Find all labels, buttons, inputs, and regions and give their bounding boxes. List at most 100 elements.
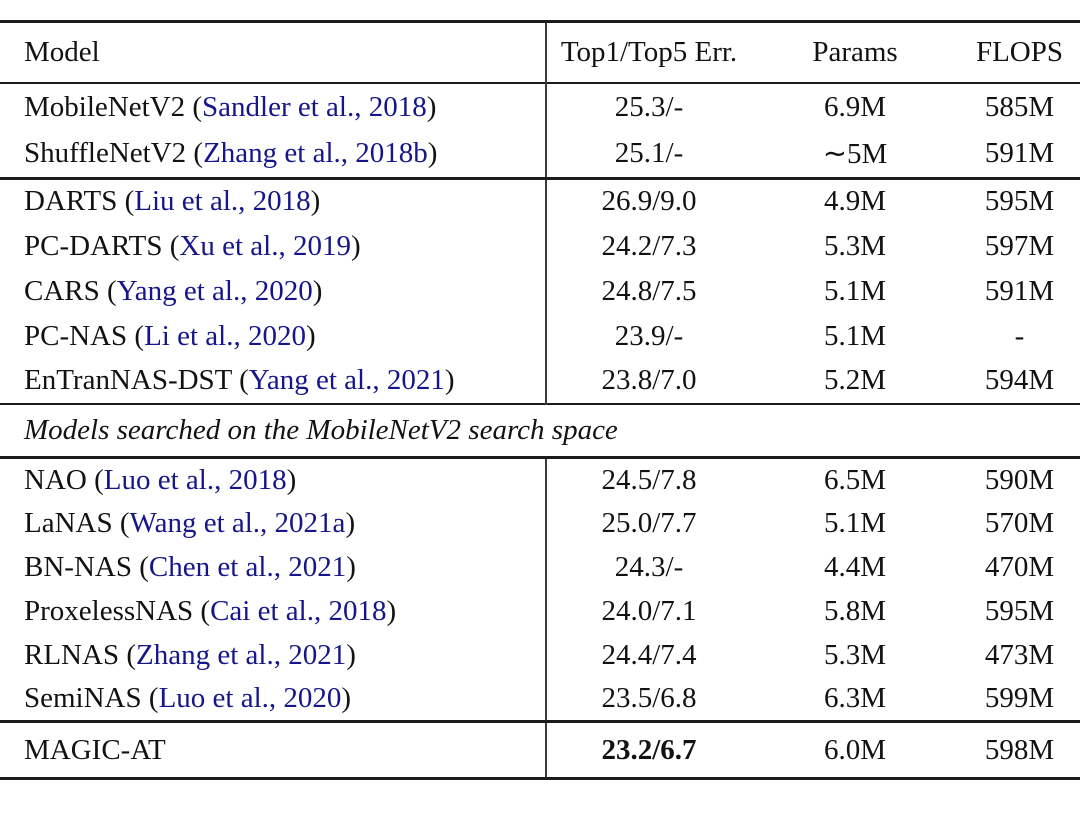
flops-cell: 585M <box>984 90 1055 123</box>
top1top5-cell: 24.5/7.8 <box>601 463 697 496</box>
table-group-1: DARTS (Liu et al., 2018) 26.9/9.0 4.9M 595M… <box>0 178 1080 404</box>
citation-link[interactable]: Zhang et al., 2021 <box>136 639 347 671</box>
flops-cell: 598M <box>984 733 1055 766</box>
table-row: BN-NAS (Chen et al., 2021) 24.3/- 4.4M 470M <box>0 545 1080 590</box>
flops-cell: 599M <box>984 682 1055 715</box>
citation-link[interactable]: Luo et al., 2020 <box>158 682 342 715</box>
params-cell: 4.9M <box>823 185 887 218</box>
table-row: PC-DARTS (Xu et al., 2019) 24.2/7.3 5.3M 59… <box>0 223 1080 269</box>
model-cell: BN-NAS (Chen et al., 2021) <box>0 545 547 590</box>
model-name: PC-DARTS <box>24 229 163 262</box>
paper-results-table-page: Model Top1/Top5 Err. Params FLOPS Mobile… <box>0 20 1080 780</box>
model-name: ProxelessNAS <box>24 595 194 627</box>
model-cell: MAGIC-AT <box>0 721 547 779</box>
model-name: LaNAS <box>24 507 113 539</box>
top1top5-cell: 24.0/7.1 <box>601 595 697 627</box>
model-name: MobileNetV2 <box>24 90 186 123</box>
top1top5-cell: 26.9/9.0 <box>601 185 697 218</box>
params-cell: ∼5M <box>822 138 888 171</box>
citation-link[interactable]: Liu et al., 2018 <box>134 185 311 218</box>
col-header-flops: FLOPS <box>975 35 1064 68</box>
citation-link[interactable]: Cai et al., 2018 <box>210 595 387 627</box>
model-name: RLNAS <box>24 639 120 671</box>
table-row: NAO (Luo et al., 2018) 24.5/7.8 6.5M 590M <box>0 457 1080 502</box>
model-name: DARTS <box>24 185 118 218</box>
params-cell: 5.1M <box>823 507 887 539</box>
model-name: ShuffleNetV2 <box>24 137 187 170</box>
citation-link[interactable]: Chen et al., 2021 <box>148 551 347 583</box>
params-cell: 6.3M <box>823 682 887 715</box>
section-header-group: Models searched on the MobileNetV2 searc… <box>0 404 1080 458</box>
flops-cell: 597M <box>984 229 1055 262</box>
top1top5-cell: 25.1/- <box>614 137 684 170</box>
citation-link[interactable]: Yang et al., 2021 <box>248 364 445 396</box>
model-cell: SemiNAS (Luo et al., 2020) <box>0 677 547 722</box>
table-row: ProxelessNAS (Cai et al., 2018) 24.0/7.1 5… <box>0 589 1080 634</box>
flops-cell: 594M <box>984 364 1055 396</box>
citation-link[interactable]: Li et al., 2020 <box>144 319 306 352</box>
citation-link[interactable]: Xu et al., 2019 <box>179 229 351 262</box>
table-group-4: MAGIC-AT 23.2/6.7 6.0M 598M <box>0 721 1080 779</box>
params-cell: 5.3M <box>823 229 887 262</box>
top1top5-cell: 24.4/7.4 <box>601 639 697 671</box>
top1top5-cell: 23.2/6.7 <box>601 733 697 766</box>
flops-cell: 473M <box>984 639 1055 671</box>
citation-link[interactable]: Wang et al., 2021a <box>129 507 346 539</box>
top1top5-cell: 24.3/- <box>614 551 684 583</box>
model-cell: ShuffleNetV2 (Zhang et al., 2018b) <box>0 130 547 179</box>
flops-cell: 595M <box>984 595 1055 627</box>
results-table: Model Top1/Top5 Err. Params FLOPS Mobile… <box>0 20 1080 780</box>
top1top5-cell: 23.9/- <box>614 319 684 352</box>
citation-link[interactable]: Yang et al., 2020 <box>116 274 313 307</box>
table-row: CARS (Yang et al., 2020) 24.8/7.5 5.1M 591M <box>0 268 1080 314</box>
model-cell: LaNAS (Wang et al., 2021a) <box>0 501 547 546</box>
model-cell: PC-DARTS (Xu et al., 2019) <box>0 223 547 269</box>
flops-cell: 591M <box>984 137 1055 170</box>
col-header-params: Params <box>812 35 898 68</box>
params-cell: 5.2M <box>823 364 887 396</box>
table-header: Model Top1/Top5 Err. Params FLOPS <box>0 21 1080 83</box>
params-cell: 5.3M <box>823 639 887 671</box>
model-name: SemiNAS <box>24 682 142 715</box>
model-cell: RLNAS (Zhang et al., 2021) <box>0 633 547 678</box>
model-cell: DARTS (Liu et al., 2018) <box>0 178 547 224</box>
top1top5-cell: 24.8/7.5 <box>601 274 697 307</box>
model-name: NAO <box>24 463 87 496</box>
flops-cell: 595M <box>984 185 1055 218</box>
model-name: MAGIC-AT <box>24 733 166 766</box>
model-cell: PC-NAS (Li et al., 2020) <box>0 313 547 359</box>
params-cell: 6.5M <box>823 463 887 496</box>
header-row: Model Top1/Top5 Err. Params FLOPS <box>0 21 1080 83</box>
params-cell: 6.0M <box>823 733 887 766</box>
top1top5-cell: 25.3/- <box>614 90 684 123</box>
flops-cell: 591M <box>984 274 1055 307</box>
section-label: Models searched on the MobileNetV2 searc… <box>24 413 618 446</box>
top1top5-cell: 23.8/7.0 <box>601 364 697 396</box>
top1top5-cell: 23.5/6.8 <box>601 682 697 715</box>
table-row: MAGIC-AT 23.2/6.7 6.0M 598M <box>0 721 1080 779</box>
citation-link[interactable]: Sandler et al., 2018 <box>202 90 427 123</box>
model-name: CARS <box>24 274 100 307</box>
model-cell: ProxelessNAS (Cai et al., 2018) <box>0 589 547 634</box>
flops-cell: - <box>1014 319 1025 352</box>
table-row: SemiNAS (Luo et al., 2020) 23.5/6.8 6.3M 59… <box>0 677 1080 722</box>
params-cell: 5.8M <box>823 595 887 627</box>
model-name: BN-NAS <box>24 551 132 583</box>
col-header-top1top5-err: Top1/Top5 Err. <box>560 35 738 68</box>
top1top5-cell: 24.2/7.3 <box>601 229 697 262</box>
model-name: EnTranNAS-DST <box>24 364 232 396</box>
table-row: ShuffleNetV2 (Zhang et al., 2018b) 25.1/-… <box>0 130 1080 179</box>
model-cell: EnTranNAS-DST (Yang et al., 2021) <box>0 358 547 404</box>
table-row: EnTranNAS-DST (Yang et al., 2021) 23.8/7.… <box>0 358 1080 404</box>
table-row: LaNAS (Wang et al., 2021a) 25.0/7.7 5.1M 57… <box>0 501 1080 546</box>
citation-link[interactable]: Luo et al., 2018 <box>103 463 287 496</box>
flops-cell: 570M <box>984 507 1055 539</box>
table-row: RLNAS (Zhang et al., 2021) 24.4/7.4 5.3M 47… <box>0 633 1080 678</box>
col-header-model: Model <box>0 21 547 83</box>
citation-link[interactable]: Zhang et al., 2018b <box>203 137 428 170</box>
params-cell: 4.4M <box>823 551 887 583</box>
model-name: PC-NAS <box>24 319 128 352</box>
table-group-0: MobileNetV2 (Sandler et al., 2018) 25.3/-… <box>0 82 1080 179</box>
params-cell: 5.1M <box>823 319 887 352</box>
model-cell: MobileNetV2 (Sandler et al., 2018) <box>0 82 547 131</box>
